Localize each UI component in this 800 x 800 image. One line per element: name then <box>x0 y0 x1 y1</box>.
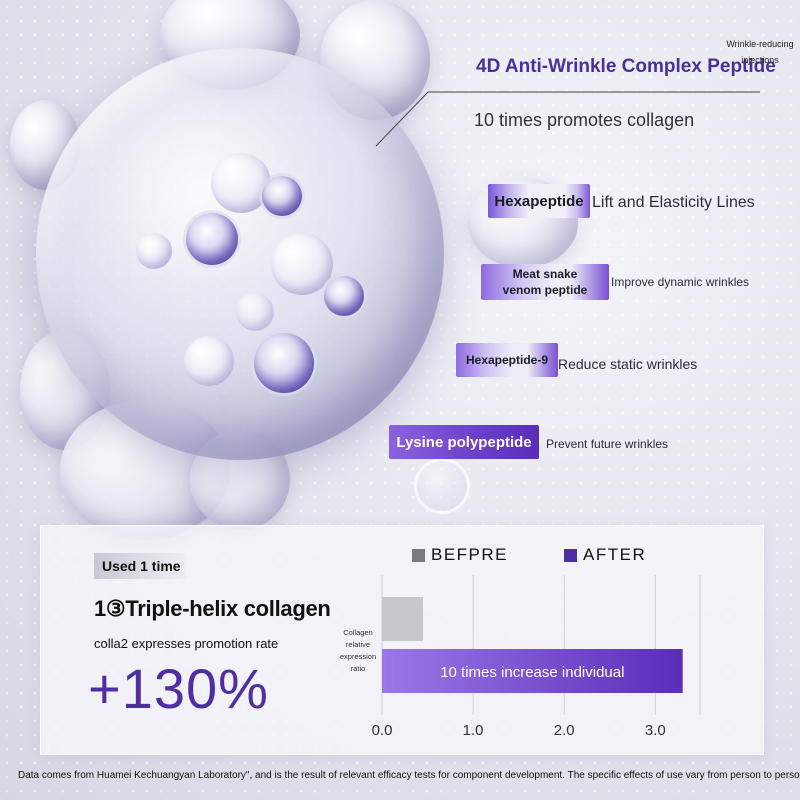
peptide-droplet <box>262 176 302 216</box>
inner-ball <box>236 293 274 331</box>
legend-swatch <box>564 548 577 562</box>
peptide-tag: Meat snake venom peptide <box>481 264 609 300</box>
legend-label: BEFPRE <box>431 545 509 564</box>
peptide-droplet <box>254 333 314 393</box>
peptide-tag: Hexapeptide <box>488 184 590 218</box>
legend-item-before: BEFPRE <box>412 545 508 565</box>
peptide-effect: Improve dynamic wrinkles <box>611 275 750 289</box>
footnote: Data comes from Huamei Kechuangyan Labor… <box>18 770 800 781</box>
collagen-headline: 1③Triple-helix collagen <box>94 596 331 621</box>
usage-tag: Used 1 time <box>94 553 186 579</box>
x-tick-label: 2.0 <box>554 722 575 739</box>
product-subtitle: 10 times promotes collagen <box>474 110 695 130</box>
peptide-effect: Lift and Elasticity Lines <box>592 194 755 211</box>
legend-label: AFTER <box>583 545 647 564</box>
inner-ball <box>211 153 271 213</box>
decor-droplet <box>414 458 470 514</box>
chart-grid <box>381 575 701 715</box>
y-axis-label-line: Collagen <box>343 628 373 637</box>
collagen-sphere <box>36 48 444 460</box>
inner-ball <box>184 336 234 386</box>
collagen-chart: Collagen relative expression ratio 10 times… <box>340 575 701 739</box>
pointer-line <box>375 91 760 147</box>
x-tick-label: 3.0 <box>645 722 666 739</box>
peptide-droplet <box>324 276 364 316</box>
y-axis-label: Collagen relative expression ratio <box>340 628 376 673</box>
peptide-droplet <box>186 213 238 265</box>
y-axis-label-line: relative <box>346 640 370 649</box>
bar-after <box>382 649 683 693</box>
title-note: Wrinkle-reducing injections <box>726 39 794 65</box>
product-title: 4D Anti-Wrinkle Complex Peptide <box>476 56 776 77</box>
peptide-name: Hexapeptide-9 <box>465 353 549 367</box>
x-tick-label: 0.0 <box>372 722 393 739</box>
peptide-effect: Prevent future wrinkles <box>546 437 669 451</box>
inner-ball <box>271 233 333 295</box>
legend-item-after: AFTER <box>564 545 646 565</box>
promotion-percent: +130% <box>88 657 269 720</box>
y-axis-label-line: ratio <box>351 664 366 673</box>
x-tick-label: 1.0 <box>463 722 484 739</box>
bar-annotation: 10 times increase individual <box>440 664 624 681</box>
peptide-tag: Hexapeptide-9 <box>456 343 558 377</box>
inner-ball <box>136 233 172 269</box>
peptide-name: Hexapeptide <box>494 192 584 210</box>
y-axis-label-line: expression <box>340 652 376 661</box>
peptide-name: Lysine polypeptide <box>396 433 532 451</box>
bar-befpre <box>382 597 423 641</box>
peptide-effect: Reduce static wrinkles <box>558 356 698 372</box>
promotion-rate-label: colla2 expresses promotion rate <box>94 636 279 651</box>
legend-swatch <box>412 548 425 562</box>
peptide-name: Meat snake venom peptide <box>502 267 588 297</box>
peptide-tag: Lysine polypeptide <box>389 425 539 459</box>
